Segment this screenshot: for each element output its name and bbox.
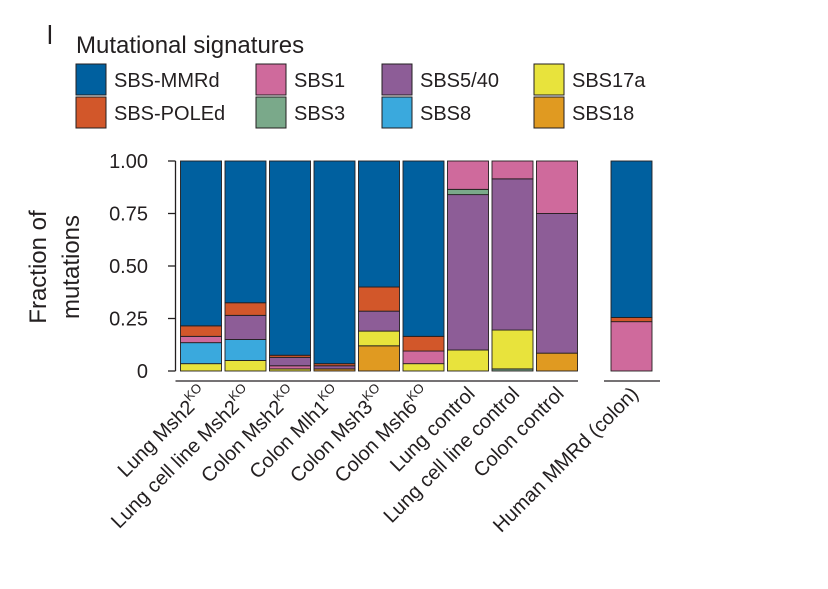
bar-segment-sbs1 [610, 321, 653, 372]
bar-segment-sbs8 [224, 339, 267, 361]
legend-swatch-sbs8 [381, 96, 413, 129]
bar-segment-sbs5-40 [447, 194, 489, 351]
legend-swatch-sbs1 [255, 63, 287, 96]
bar-segment-sbs17a [180, 363, 222, 372]
bar-segment-sbs-mmrd [180, 160, 222, 327]
bar-segment-sbs5-40 [536, 213, 578, 354]
bar-segment-sbs17a [402, 363, 445, 372]
y-tick-label: 0.25 [109, 309, 148, 331]
legend-label-sbs-mmrd: SBS-MMRd [114, 70, 220, 92]
legend-swatch-sbs18 [533, 96, 565, 129]
panel-label: l [47, 20, 53, 50]
bar-segment-sbs17a [447, 349, 489, 372]
legend: SBS-MMRd SBS-POLEd SBS1 SBS3 SBS5/40 SBS8 SBS1… [75, 63, 646, 129]
legend-swatch-sbs3 [255, 96, 287, 129]
legend-label-sbs18: SBS18 [572, 103, 634, 125]
bar-segment-sbs1 [180, 335, 222, 344]
bar-3 [269, 160, 311, 372]
bar-8 [491, 160, 534, 372]
bar-1 [180, 160, 222, 372]
bar-segment-sbs5-40 [313, 365, 356, 370]
bar-segment-sbs17a [491, 329, 534, 370]
y-axis-label-line-2: mutations [58, 215, 85, 319]
y-tick-label: 0.50 [109, 256, 148, 278]
legend-title: Mutational signatures [76, 32, 304, 59]
bar-segment-sbs17a [224, 360, 267, 372]
bar-segment-sbs5-40 [491, 178, 534, 331]
bar-segment-sbs-mmrd [269, 160, 311, 356]
bar-segment-sbs5-40 [224, 314, 267, 340]
y-tick-label: 0.75 [109, 204, 148, 226]
bar-9 [536, 160, 578, 372]
bar-segment-sbs-poled [402, 335, 445, 352]
bar-segment-sbs-mmrd [358, 160, 400, 288]
bar-segment-sbs18 [536, 352, 578, 372]
bar-2 [224, 160, 267, 372]
legend-label-sbs1: SBS1 [294, 70, 345, 92]
bar-5 [358, 160, 400, 372]
bar-6 [402, 160, 445, 372]
bar-segment-sbs1 [536, 160, 578, 214]
bar-segment-sbs1 [491, 160, 534, 180]
bar-segment-sbs-poled [358, 286, 400, 312]
bar-segment-sbs1 [269, 365, 311, 370]
legend-label-sbs-poled: SBS-POLEd [114, 103, 225, 125]
bar-segment-sbs-poled [610, 317, 653, 323]
legend-swatch-sbs-poled [75, 96, 107, 129]
legend-label-sbs17a: SBS17a [572, 70, 646, 92]
bar-segment-sbs1 [447, 160, 489, 190]
legend-label-sbs8: SBS8 [420, 103, 471, 125]
bar-7 [447, 160, 489, 372]
bar-4 [313, 160, 356, 372]
legend-swatch-sbs17a [533, 63, 565, 96]
y-tick-label: 1.00 [109, 151, 148, 173]
bar-segment-sbs17a [358, 330, 400, 347]
legend-label-sbs3: SBS3 [294, 103, 345, 125]
legend-swatch-sbs5-40 [381, 63, 413, 96]
legend-label-sbs5-40: SBS5/40 [420, 70, 499, 92]
bar-segment-sbs-mmrd [402, 160, 445, 337]
bar-segment-sbs8 [180, 342, 222, 365]
legend-swatch-sbs-mmrd [75, 63, 107, 96]
bar-segment-sbs-mmrd [224, 160, 267, 304]
bar-segment-sbs5-40 [358, 310, 400, 332]
bar-segment-sbs-poled [180, 325, 222, 337]
bar-segment-sbs1 [402, 350, 445, 365]
y-axis: 0 0.25 0.50 0.75 1.00 [109, 151, 177, 383]
bar-segment-sbs18 [358, 345, 400, 372]
bar-segment-sbs5-40 [269, 356, 311, 367]
bars [180, 160, 653, 372]
bar-segment-sbs-mmrd [610, 160, 653, 318]
y-axis-label: Fraction of mutations [25, 210, 85, 324]
bar-segment-sbs-poled [224, 302, 267, 316]
bar-segment-sbs-mmrd [313, 160, 356, 365]
bar-segment-sbs3 [447, 188, 489, 196]
y-tick-label: 0 [137, 361, 148, 383]
bar-10 [610, 160, 653, 372]
y-axis-label-line-1: Fraction of [25, 210, 52, 324]
